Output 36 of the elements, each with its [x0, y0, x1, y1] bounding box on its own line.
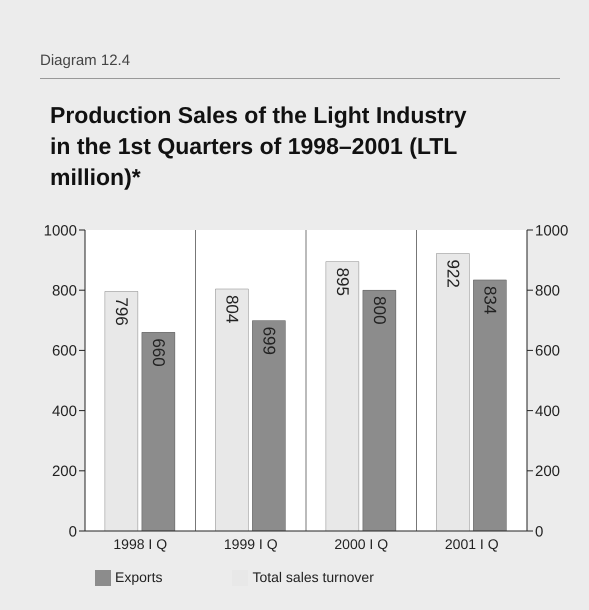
data-label: 804 [222, 294, 242, 324]
y-tick-label: 200 [52, 463, 77, 480]
y-tick-label: 800 [52, 282, 77, 300]
y-tick-label: 400 [52, 402, 77, 420]
bar [436, 253, 470, 531]
y2-tick-label: 200 [535, 463, 560, 480]
y2-tick-label: 800 [535, 282, 560, 300]
data-label: 660 [148, 338, 168, 367]
bar [215, 288, 249, 531]
x-tick-label: 1999 I Q [224, 536, 278, 552]
y2-tick-label: 1000 [535, 222, 568, 240]
bar [104, 291, 138, 531]
bar [362, 290, 396, 531]
y-tick-label: 1000 [44, 222, 77, 240]
y2-tick-label: 400 [535, 402, 560, 420]
x-tick-label: 1998 I Q [113, 536, 168, 552]
data-label: 922 [443, 259, 462, 288]
y-tick-label: 600 [52, 342, 77, 360]
bar [326, 261, 360, 531]
y2-tick-label: 600 [535, 342, 560, 360]
bar [252, 320, 286, 531]
text: Diagram 12.4 [40, 52, 130, 69]
chart-title: Production Sales of the Light Industry in the 1st Quarters of 1998–2001 (LTL million)* [50, 101, 468, 192]
bar [473, 280, 507, 531]
y2-tick-label: 0 [535, 523, 544, 540]
bar [142, 332, 176, 531]
data-label: 895 [332, 268, 352, 296]
data-label: 834 [480, 286, 500, 314]
x-tick-label: 2001 I Q [444, 536, 499, 552]
text: Total sales turnover [252, 569, 374, 585]
x-tick-label: 2000 I Q [334, 536, 388, 552]
data-label: 796 [112, 297, 131, 326]
legend-label: Exports [115, 569, 162, 585]
y-tick-label: 0 [68, 523, 77, 540]
data-label: 699 [259, 326, 278, 355]
data-label: 800 [370, 296, 389, 325]
